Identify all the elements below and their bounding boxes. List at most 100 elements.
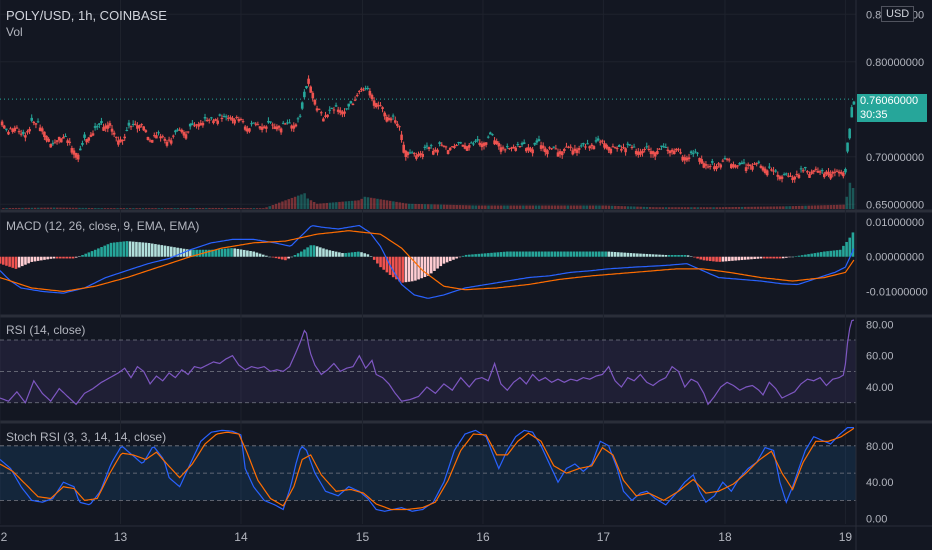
macd-histogram-bar	[116, 242, 119, 257]
macd-histogram-bar	[680, 254, 684, 257]
macd-histogram-bar	[429, 256, 433, 274]
candle-body	[501, 147, 505, 149]
candle-body	[592, 146, 596, 150]
candle-body	[759, 165, 763, 168]
candle-body	[417, 153, 420, 157]
candle-body	[622, 147, 625, 149]
macd-histogram-bar	[525, 251, 528, 257]
candle-body	[795, 173, 799, 175]
candle-body	[486, 136, 490, 138]
macd-histogram-bar	[309, 245, 313, 257]
volume-bar	[81, 207, 84, 209]
volume-bar	[661, 207, 665, 209]
macd-histogram-bar	[727, 256, 731, 262]
macd-histogram-bar	[629, 253, 633, 257]
volume-bar	[845, 196, 848, 209]
candle-body	[567, 146, 570, 148]
macd-title[interactable]: MACD (12, 26, close, 9, EMA, EMA)	[6, 219, 200, 233]
volume-bar	[414, 203, 417, 209]
candle-body	[761, 167, 765, 171]
stoch-d-line	[0, 427, 855, 511]
candle-body	[493, 140, 496, 145]
volume-bar	[148, 208, 151, 209]
macd-histogram-bar	[8, 256, 11, 267]
macd-histogram-bar	[499, 252, 503, 257]
volume-bar	[40, 207, 43, 209]
macd-histogram-bar	[84, 253, 87, 257]
candle-body	[700, 159, 704, 164]
candle-body	[427, 147, 431, 149]
volume-bar	[297, 195, 300, 209]
candle-body	[328, 109, 332, 111]
stoch-rsi-title[interactable]: Stoch RSI (3, 3, 14, 14, close)	[6, 430, 167, 444]
macd-histogram-bar	[312, 245, 316, 257]
candle-body	[818, 171, 822, 173]
macd-histogram-bar	[290, 256, 294, 258]
volume-bar	[775, 206, 779, 209]
candle-body	[243, 126, 247, 130]
candle-body	[125, 129, 129, 131]
candle-body	[829, 173, 832, 179]
candle-body	[780, 176, 784, 179]
volume-bar	[163, 208, 167, 209]
symbol-title[interactable]: POLY/USD, 1h, COINBASE	[6, 8, 167, 23]
macd-histogram-bar	[442, 256, 446, 264]
candle-body	[429, 145, 433, 147]
candle-body	[459, 142, 463, 144]
candle-body	[412, 153, 416, 155]
macd-histogram-bar	[804, 254, 807, 257]
currency-button[interactable]: USD	[881, 6, 915, 22]
volume-bar	[582, 205, 585, 209]
volume-bar	[696, 207, 699, 209]
candle-body	[258, 126, 262, 129]
candle-body	[691, 153, 695, 155]
signal-line	[0, 230, 855, 293]
volume-bar	[252, 208, 256, 209]
candle-body	[831, 171, 835, 174]
volume-bar	[433, 204, 436, 209]
volume-bar	[392, 201, 395, 209]
macd-histogram-bar	[109, 242, 113, 257]
macd-histogram-bar	[357, 251, 360, 257]
volume-bar	[674, 207, 677, 209]
rsi-title[interactable]: RSI (14, close)	[6, 323, 86, 337]
volume-bar	[585, 205, 589, 209]
macd-histogram-bar	[5, 256, 8, 266]
candle-body	[577, 148, 581, 150]
volume-bar	[820, 205, 823, 209]
macd-histogram-bar	[360, 252, 363, 257]
macd-histogram-bar	[97, 248, 100, 257]
volume-bar	[312, 202, 316, 209]
volume-bar	[290, 197, 294, 209]
candle-body	[753, 163, 756, 165]
macd-histogram-bar	[366, 254, 370, 257]
macd-histogram-bar	[686, 255, 690, 257]
candle-body	[649, 151, 653, 155]
macd-histogram-bar	[1, 256, 5, 265]
candle-body	[235, 117, 239, 119]
candle-body	[309, 86, 312, 93]
macd-histogram-bar	[655, 254, 658, 257]
volume-bar	[648, 207, 652, 209]
volume-bar	[2, 208, 5, 209]
candle-body	[685, 157, 689, 161]
x-tick-label: 14	[234, 530, 248, 544]
candle-body	[172, 135, 175, 137]
candle-body	[136, 125, 139, 129]
volume-bar	[208, 207, 211, 209]
macd-histogram-bar	[112, 242, 116, 257]
candle-body	[827, 171, 830, 176]
macd-histogram-bar	[816, 252, 820, 257]
candle-body	[846, 142, 849, 152]
candle-body	[379, 105, 382, 107]
candle-body	[431, 150, 435, 155]
macd-histogram-bar	[150, 243, 154, 257]
volume-bar	[398, 202, 401, 209]
macd-histogram-bar	[303, 249, 306, 257]
macd-histogram-bar	[59, 256, 62, 259]
candle-body	[565, 146, 568, 148]
candle-body	[514, 147, 518, 151]
macd-histogram-bar	[683, 254, 687, 257]
candle-body	[598, 141, 602, 143]
candle-body	[131, 123, 135, 125]
